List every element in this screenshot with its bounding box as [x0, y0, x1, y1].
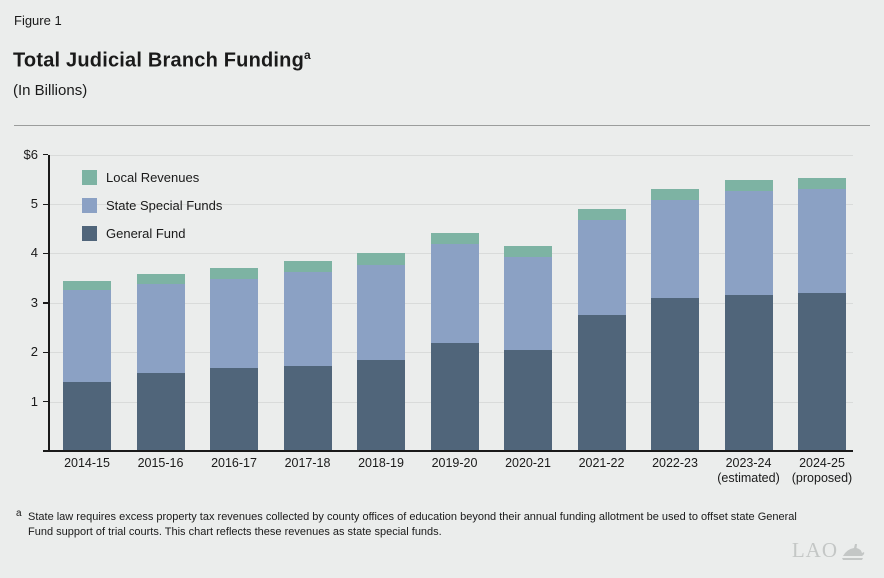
title-footnote-marker: a [304, 48, 311, 62]
bar-segment-local-revenues-2015-16 [136, 273, 185, 284]
chart-subtitle: (In Billions) [13, 82, 88, 99]
legend-swatch-state-special-funds [82, 197, 97, 213]
x-axis-label-2019-20: 2019-20 [431, 456, 478, 470]
x-axis-label-2021-22: 2021-22 [578, 456, 625, 470]
x-axis-label-2020-21: 2020-21 [505, 456, 551, 470]
bar-segment-general-fund-2014-15 [63, 381, 111, 451]
y-tick-1 [43, 401, 48, 403]
chart-legend: Local Revenues State Special Funds Gener… [82, 169, 222, 253]
bar-segment-local-revenues-2018-19 [357, 253, 405, 265]
x-axis-label-2024-25: 2024-25 (proposed) [791, 456, 853, 485]
x-axis-label-2015-16: 2015-16 [137, 456, 184, 470]
bar-segment-local-revenues-2016-17 [210, 268, 258, 279]
lao-logo: LAO [792, 538, 866, 563]
bar-segment-general-fund-2017-18 [283, 366, 332, 451]
y-tick-label-5: 5 [30, 196, 38, 211]
y-tick-4 [43, 252, 48, 255]
x-axis-label-2014-15: 2014-15 [64, 456, 110, 470]
bar-segment-local-revenues-2017-18 [283, 260, 332, 272]
gridline-6 [50, 154, 853, 156]
chart-title: Total Judicial Branch Fundinga [13, 48, 311, 73]
y-axis-line [48, 154, 50, 451]
y-tick-label-6: $6 [23, 146, 38, 162]
footnote-marker: a [16, 508, 22, 519]
bar-segment-state-special-funds-2022-23 [651, 200, 699, 298]
x-axis-label-2022-23: 2022-23 [652, 456, 698, 470]
x-axis-line [43, 449, 853, 452]
bar-segment-state-special-funds-2014-15 [63, 290, 111, 382]
gridline-5 [50, 204, 853, 205]
y-tick-3 [43, 302, 48, 304]
bar-segment-general-fund-2024-25 [798, 293, 846, 451]
header-divider [14, 125, 870, 126]
bar-segment-local-revenues-2022-23 [651, 188, 699, 201]
x-axis-label-2017-18: 2017-18 [284, 456, 331, 470]
lao-logo-text: LAO [791, 538, 838, 562]
bar-segment-general-fund-2018-19 [357, 360, 405, 451]
y-tick-label-1: 1 [30, 393, 38, 409]
legend-label-general-fund: General Fund [106, 225, 186, 241]
bar-segment-general-fund-2021-22 [577, 315, 626, 451]
y-tick-label-3: 3 [30, 294, 38, 310]
bar-segment-local-revenues-2021-22 [577, 209, 626, 221]
legend-item-state-special-funds: State Special Funds [82, 197, 222, 213]
bar-segment-local-revenues-2024-25 [798, 178, 846, 189]
bar-segment-local-revenues-2023-24 [724, 179, 773, 191]
y-tick-label-2: 2 [30, 344, 38, 360]
legend-swatch-local-revenues [82, 169, 97, 185]
bar-segment-state-special-funds-2020-21 [504, 257, 552, 351]
legend-item-general-fund: General Fund [82, 225, 222, 241]
x-axis-label-2016-17: 2016-17 [211, 456, 257, 470]
bar-segment-general-fund-2022-23 [651, 297, 699, 451]
legend-item-local-revenues: Local Revenues [82, 169, 222, 185]
footnote: a State law requires excess property tax… [16, 508, 804, 539]
bar-segment-state-special-funds-2015-16 [136, 283, 185, 374]
chart-title-text: Total Judicial Branch Funding [13, 49, 304, 72]
bar-segment-state-special-funds-2019-20 [430, 244, 479, 344]
bar-segment-state-special-funds-2016-17 [210, 278, 258, 368]
lao-lamp-icon [842, 543, 865, 560]
bar-segment-local-revenues-2014-15 [63, 280, 111, 291]
bar-segment-general-fund-2016-17 [210, 368, 258, 451]
x-axis-label-2018-19: 2018-19 [358, 456, 404, 470]
bar-segment-general-fund-2015-16 [136, 373, 185, 451]
bar-segment-state-special-funds-2023-24 [724, 190, 773, 296]
y-tick-5 [43, 203, 48, 205]
x-axis-label-2023-24: 2023-24 (estimated) [717, 456, 780, 485]
bar-segment-local-revenues-2020-21 [504, 246, 552, 258]
legend-swatch-general-fund [82, 225, 97, 241]
y-tick-label-4: 4 [30, 245, 38, 261]
bar-segment-state-special-funds-2024-25 [798, 188, 846, 294]
legend-label-state-special-funds: State Special Funds [106, 197, 223, 213]
bar-segment-general-fund-2020-21 [504, 350, 552, 451]
bar-segment-general-fund-2019-20 [430, 343, 479, 451]
y-tick-6 [43, 154, 48, 156]
bar-segment-state-special-funds-2021-22 [577, 220, 626, 316]
bar-segment-general-fund-2023-24 [724, 295, 773, 451]
bar-segment-state-special-funds-2018-19 [357, 264, 405, 361]
y-tick-2 [43, 351, 48, 354]
figure-label: Figure 1 [14, 13, 62, 28]
bar-segment-local-revenues-2019-20 [430, 233, 479, 244]
legend-label-local-revenues: Local Revenues [106, 169, 200, 185]
bar-segment-state-special-funds-2017-18 [283, 271, 332, 367]
footnote-text: State law requires excess property tax r… [28, 511, 797, 538]
